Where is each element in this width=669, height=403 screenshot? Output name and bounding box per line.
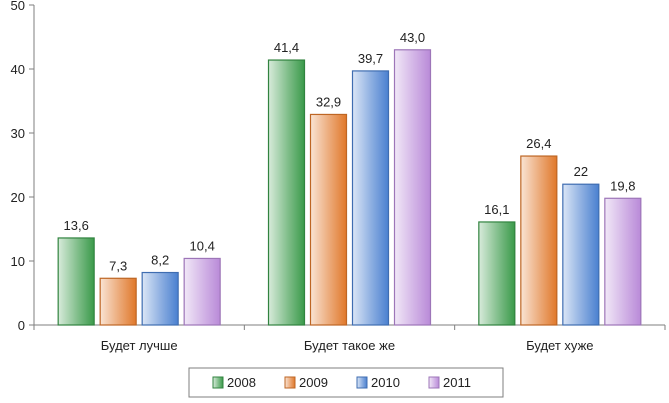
y-tick-label: 40: [11, 62, 25, 77]
bar-2008-3: [478, 221, 516, 326]
data-labels: 13,6 7,3 8,2 10,4 41,4 32,9 39,7 43,0 16,1 26,4 22…: [64, 30, 636, 273]
category-label: Будет такое же: [304, 338, 395, 353]
legend-swatch-2008: [212, 376, 224, 389]
bar-2008-2: [267, 59, 306, 326]
bar-2011-3: [604, 197, 642, 326]
bar-2011-1: [183, 257, 221, 326]
y-axis-ticks: 0 10 20 30 40 50: [11, 0, 34, 333]
bar-2010-2: [351, 70, 390, 326]
data-label: 19,8: [610, 178, 635, 193]
bar-2008-1: [57, 237, 95, 326]
legend-label: 2008: [227, 375, 256, 390]
chart-bars: [57, 49, 642, 326]
data-label: 41,4: [274, 40, 299, 55]
bar-2009-1: [99, 277, 137, 326]
data-label: 7,3: [109, 258, 127, 273]
bar-2009-2: [309, 113, 348, 326]
y-tick-label: 10: [11, 254, 25, 269]
data-label: 8,2: [151, 253, 169, 268]
data-label: 16,1: [484, 202, 509, 217]
data-label: 22: [574, 164, 588, 179]
data-label: 32,9: [316, 94, 341, 109]
data-label: 13,6: [64, 218, 89, 233]
legend-label: 2009: [299, 375, 328, 390]
data-label: 43,0: [400, 30, 425, 45]
data-label: 26,4: [526, 136, 551, 151]
bar-2009-3: [520, 155, 558, 326]
bar-2010-1: [141, 271, 179, 326]
legend-box: [188, 367, 504, 398]
bar-2010-3: [562, 183, 600, 326]
y-tick-label: 30: [11, 126, 25, 141]
legend-swatch-2010: [356, 376, 368, 389]
y-tick-label: 20: [11, 190, 25, 205]
category-label: Будет лучше: [101, 338, 178, 353]
legend-swatch-2011: [428, 376, 440, 389]
legend-swatch-2009: [284, 376, 296, 389]
category-labels: Будет лучше Будет такое же Будет хуже: [101, 338, 594, 353]
chart-legend: 2008 2009 2010 2011: [188, 367, 504, 398]
data-label: 39,7: [358, 51, 383, 66]
category-label: Будет хуже: [526, 338, 593, 353]
legend-label: 2010: [371, 375, 400, 390]
y-tick-label: 0: [18, 318, 25, 333]
legend-label: 2011: [443, 375, 471, 390]
chart-axes: [33, 5, 666, 330]
y-tick-label: 50: [11, 0, 25, 13]
bar-2011-2: [393, 49, 432, 326]
data-label: 10,4: [190, 238, 215, 253]
